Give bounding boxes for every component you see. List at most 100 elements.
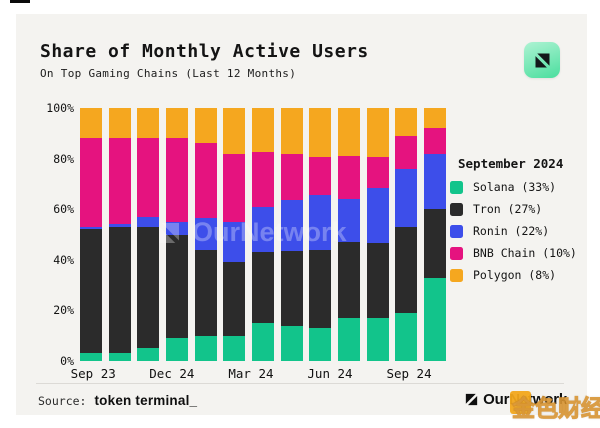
bar-segment-polygon (108, 108, 131, 139)
bar-segment-polygon (280, 108, 303, 154)
bar-segment-solana (251, 323, 274, 361)
legend-item: Polygon (8%) (450, 268, 586, 282)
bar-segment-bnb-chain (280, 153, 303, 201)
bar-segment-polygon (80, 108, 102, 139)
legend-label: Polygon (8%) (473, 268, 557, 282)
x-axis: Sep 23 Dec 24 Mar 24 Jun 24 Sep 24 (71, 366, 446, 382)
bar-segment-tron (366, 243, 389, 318)
bar-segment-solana (80, 353, 102, 361)
ournetwork-badge (524, 42, 560, 78)
bar-segment-tron (251, 252, 274, 324)
bar-segment-bnb-chain (251, 152, 274, 207)
page-title: Share of Monthly Active Users (40, 41, 369, 62)
bar-segment-bnb-chain (194, 143, 217, 219)
bar-segment-solana (309, 328, 332, 361)
bar-column (80, 108, 102, 361)
bar-segment-solana (108, 353, 131, 361)
bar-segment-polygon (223, 108, 246, 154)
bar-column (108, 108, 131, 361)
bar-segment-ronin (280, 200, 303, 251)
legend-item: Tron (27%) (450, 202, 586, 216)
bar-column (423, 108, 446, 361)
bar-segment-ronin (251, 206, 274, 253)
x-tick-label: Jun 24 (307, 366, 353, 381)
bar-segment-polygon (366, 108, 389, 158)
y-tick-label: 40% (53, 252, 74, 267)
bar-segment-ronin (165, 221, 188, 235)
bar-column (137, 108, 160, 361)
bar-segment-polygon (137, 108, 160, 139)
bar-segment-ronin (337, 199, 360, 243)
bar-segment-polygon (309, 108, 332, 158)
bar-segment-tron (165, 234, 188, 339)
bar-segment-ronin (366, 187, 389, 244)
bar-segment-bnb-chain (423, 128, 446, 154)
bar-segment-solana (137, 348, 160, 361)
bar-column (223, 108, 246, 361)
plot-area (80, 108, 446, 361)
bar-column (251, 108, 274, 361)
footer-brand-text: OurNetwork (483, 391, 567, 408)
bar-segment-polygon (337, 108, 360, 157)
x-tick-label: Dec 24 (149, 366, 195, 381)
bar-segment-tron (309, 249, 332, 329)
bar-segment-polygon (395, 108, 418, 136)
bar-segment-ronin (137, 216, 160, 227)
bar-segment-tron (108, 226, 131, 354)
bar-segment-tron (194, 249, 217, 336)
legend-label: BNB Chain (10%) (473, 246, 577, 260)
legend-items: Solana (33%) Tron (27%) Ronin (22%) BNB Cha… (450, 180, 586, 282)
bar-column (366, 108, 389, 361)
bar-segment-solana (194, 335, 217, 361)
bar-segment-ronin (108, 224, 131, 227)
bar-segment-solana (223, 335, 246, 361)
bar-segment-polygon (194, 108, 217, 144)
source-label: Source: (38, 394, 87, 408)
y-tick-label: 100% (46, 101, 74, 115)
legend-item: BNB Chain (10%) (450, 246, 586, 260)
bar-column (309, 108, 332, 361)
legend-swatch (450, 180, 463, 194)
bar-segment-ronin (423, 153, 446, 210)
bar-segment-polygon (165, 108, 188, 139)
bar-segment-solana (366, 318, 389, 361)
legend-swatch (450, 268, 463, 282)
bar-segment-tron (223, 262, 246, 336)
legend-item: Solana (33%) (450, 180, 586, 194)
bar-segment-bnb-chain (165, 138, 188, 222)
bar-segment-ronin (80, 226, 102, 230)
footer-divider (36, 383, 564, 384)
bar-segment-solana (165, 338, 188, 361)
source-value: token terminal_ (94, 393, 198, 408)
bar-segment-bnb-chain (108, 138, 131, 225)
bar-segment-tron (337, 242, 360, 318)
bar-column (194, 108, 217, 361)
bar-segment-bnb-chain (137, 138, 160, 217)
y-tick-label: 20% (53, 303, 74, 318)
x-tick-label: Sep 24 (386, 366, 432, 381)
bar-column (395, 108, 418, 361)
footer-logo-icon (463, 391, 480, 408)
bar-segment-bnb-chain (395, 135, 418, 169)
source-row: Source: token terminal_ (38, 393, 197, 408)
bar-segment-ronin (395, 168, 418, 227)
bar-segment-polygon (251, 108, 274, 153)
bar-segment-bnb-chain (366, 157, 389, 188)
infographic-card: Share of Monthly Active Users On Top Gam… (16, 14, 587, 415)
y-axis: 0% 20% 40% 60% 80% 100% (16, 101, 74, 368)
bar-segment-tron (80, 229, 102, 354)
x-tick-label: Sep 23 (70, 366, 116, 381)
bar-column (280, 108, 303, 361)
bar-segment-solana (423, 277, 446, 361)
bar-column (337, 108, 360, 361)
legend-label: Solana (33%) (473, 180, 557, 194)
bar-segment-ronin (223, 221, 246, 263)
bar-segment-ronin (194, 218, 217, 250)
bar-segment-bnb-chain (80, 138, 102, 227)
ournetwork-logo-icon (532, 50, 553, 71)
footer-brand: OurNetwork (463, 391, 567, 408)
legend-item: Ronin (22%) (450, 224, 586, 238)
legend-label: Ronin (22%) (473, 224, 550, 238)
x-tick-label: Mar 24 (228, 366, 274, 381)
bar-segment-solana (395, 312, 418, 361)
